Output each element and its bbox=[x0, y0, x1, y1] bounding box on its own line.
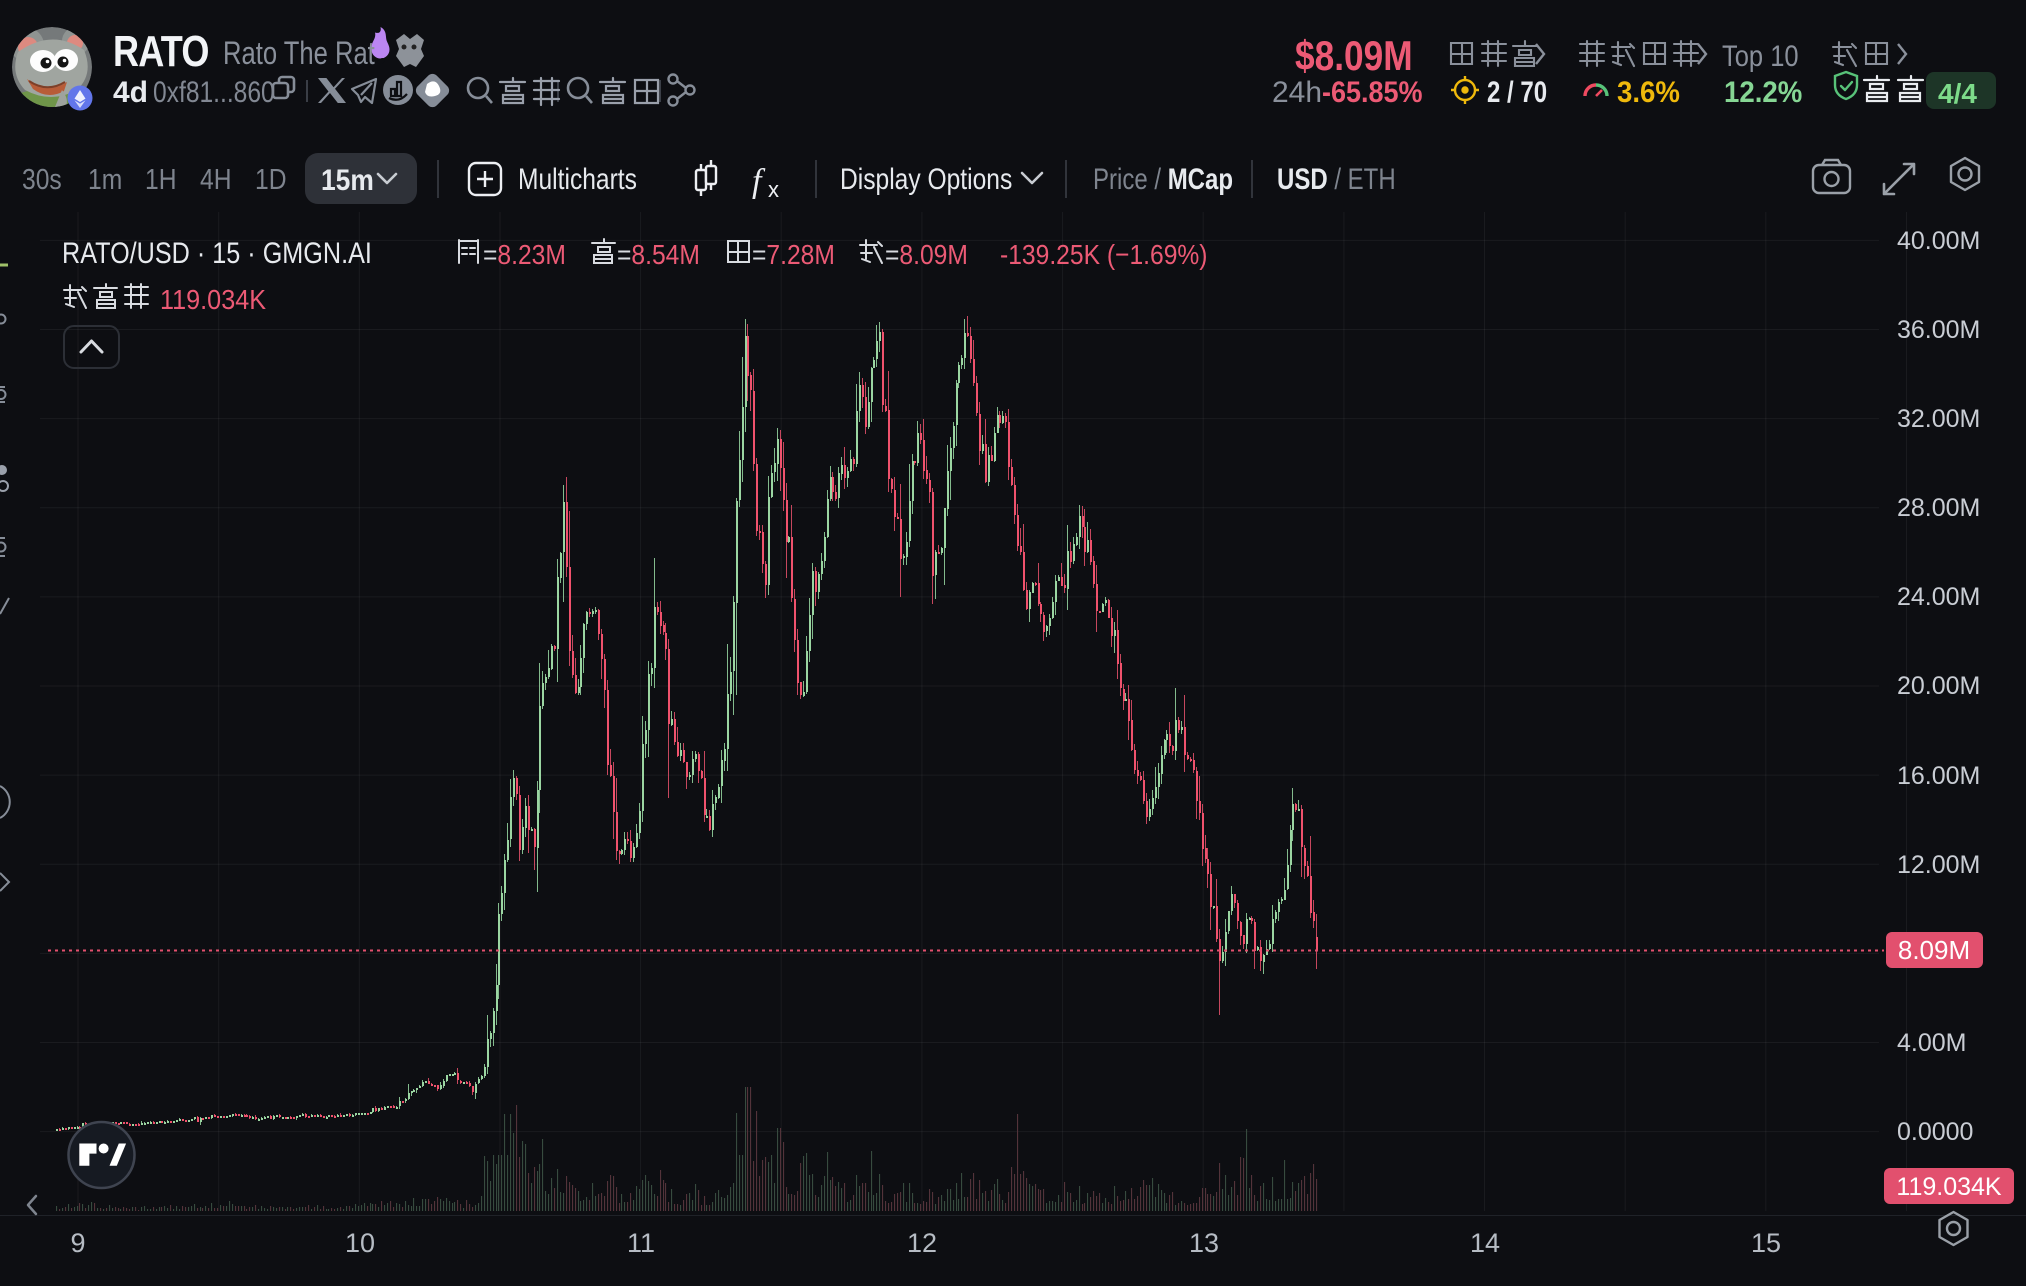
svg-text:11: 11 bbox=[627, 1228, 655, 1258]
svg-text:14: 14 bbox=[1470, 1228, 1500, 1258]
svg-text:10: 10 bbox=[345, 1228, 375, 1258]
svg-text:24.00M: 24.00M bbox=[1897, 583, 1980, 611]
svg-text:28.00M: 28.00M bbox=[1897, 494, 1980, 522]
svg-text:4.00M: 4.00M bbox=[1897, 1029, 1966, 1057]
svg-text:8.09M: 8.09M bbox=[1898, 935, 1970, 965]
svg-text:40.00M: 40.00M bbox=[1897, 227, 1980, 255]
svg-text:12.00M: 12.00M bbox=[1897, 851, 1980, 879]
svg-text:32.00M: 32.00M bbox=[1897, 405, 1980, 433]
svg-text:9: 9 bbox=[70, 1228, 85, 1258]
svg-text:0.0000: 0.0000 bbox=[1897, 1118, 1973, 1146]
svg-text:16.00M: 16.00M bbox=[1897, 762, 1980, 790]
svg-text:12: 12 bbox=[907, 1228, 937, 1258]
svg-text:13: 13 bbox=[1189, 1228, 1219, 1258]
svg-text:f: f bbox=[752, 163, 766, 200]
svg-text:20.00M: 20.00M bbox=[1897, 672, 1980, 700]
svg-text:x: x bbox=[768, 177, 779, 202]
svg-text:36.00M: 36.00M bbox=[1897, 316, 1980, 344]
svg-text:15: 15 bbox=[1751, 1228, 1781, 1258]
svg-text:119.034K: 119.034K bbox=[1896, 1173, 2002, 1201]
